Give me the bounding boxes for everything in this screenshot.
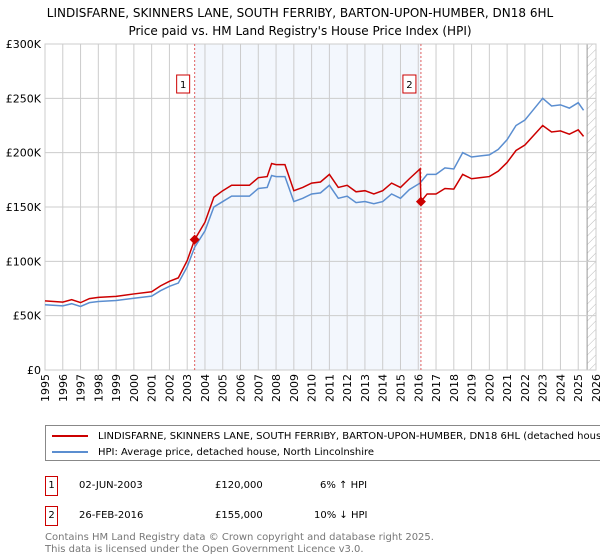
y-tick-label: £0 <box>27 364 41 377</box>
red-line-swatch <box>52 435 88 437</box>
y-tick-label: £100K <box>6 255 42 268</box>
legend-item-hpi: HPI: Average price, detached house, Nort… <box>46 444 374 460</box>
x-tick-label: 2009 <box>288 374 301 402</box>
x-tick-label: 2001 <box>146 374 159 402</box>
x-tick-label: 2006 <box>235 374 248 402</box>
transaction-price: £120,000 <box>215 480 263 491</box>
x-tick-label: 2005 <box>217 374 230 402</box>
x-tick-label: 2024 <box>554 374 567 402</box>
x-tick-label: 2020 <box>483 374 496 402</box>
transaction-hpi: 10% ↓ HPI <box>314 510 368 521</box>
annotation-label: 2 <box>406 80 412 91</box>
x-tick-label: 2025 <box>572 374 585 402</box>
x-tick-label: 2026 <box>590 374 600 402</box>
annotation-label: 1 <box>180 80 186 91</box>
x-tick-label: 2019 <box>466 374 479 402</box>
x-tick-label: 2021 <box>501 374 514 402</box>
sale-point <box>189 234 200 245</box>
y-tick-label: £200K <box>6 147 42 160</box>
transaction-marker: 2 <box>45 506 58 526</box>
x-tick-label: 2008 <box>270 374 283 402</box>
x-tick-label: 1996 <box>57 374 70 402</box>
plot-frame <box>44 43 597 371</box>
annotation-box <box>176 74 191 94</box>
transaction-date: 26-FEB-2016 <box>79 510 144 521</box>
y-tick-label: £150K <box>6 201 42 214</box>
x-tick-label: 2007 <box>252 374 265 402</box>
y-tick-label: £250K <box>6 92 42 105</box>
chart-subtitle: Price paid vs. HM Land Registry's House … <box>128 24 471 38</box>
y-tick-label: £50K <box>13 310 42 323</box>
legend: LINDISFARNE, SKINNERS LANE, SOUTH FERRIB… <box>45 425 600 461</box>
hpi-line <box>44 97 585 308</box>
x-tick-label: 2011 <box>323 374 336 402</box>
x-tick-label: 2023 <box>537 374 550 402</box>
legend-label-property: LINDISFARNE, SKINNERS LANE, SOUTH FERRIB… <box>98 430 600 442</box>
x-tick-label: 2018 <box>448 374 461 402</box>
x-tick-label: 2015 <box>394 374 407 402</box>
price-chart: LINDISFARNE, SKINNERS LANE, SOUTH FERRIB… <box>6 6 600 402</box>
transaction-date: 02-JUN-2003 <box>79 480 143 491</box>
footer-copyright: Contains HM Land Registry data © Crown c… <box>45 532 434 543</box>
x-tick-label: 1997 <box>75 374 88 402</box>
legend-label-hpi: HPI: Average price, detached house, Nort… <box>98 446 375 458</box>
x-tick-label: 2017 <box>430 374 443 402</box>
transaction-price: £155,000 <box>215 510 263 521</box>
blue-line-swatch <box>52 451 88 453</box>
x-tick-label: 2002 <box>163 374 176 402</box>
chart-title: LINDISFARNE, SKINNERS LANE, SOUTH FERRIB… <box>47 6 554 20</box>
x-tick-label: 2000 <box>128 374 141 402</box>
x-tick-label: 2022 <box>519 374 532 402</box>
transaction-hpi: 6% ↑ HPI <box>320 480 368 491</box>
x-tick-label: 2014 <box>377 374 390 402</box>
x-tick-label: 2012 <box>341 374 354 402</box>
footer: Contains HM Land Registry data © Crown c… <box>45 532 434 556</box>
x-tick-label: 2010 <box>306 374 319 402</box>
x-tick-label: 1998 <box>92 374 105 402</box>
x-tick-label: 1995 <box>39 374 52 402</box>
x-tick-label: 1999 <box>110 374 123 402</box>
x-tick-label: 2013 <box>359 374 372 402</box>
property-price-line <box>44 124 585 304</box>
transaction-marker: 1 <box>45 476 58 496</box>
sale-point <box>415 196 426 207</box>
footer-licence: This data is licensed under the Open Gov… <box>45 544 364 555</box>
annotation-box <box>402 74 417 94</box>
x-tick-label: 2003 <box>181 374 194 402</box>
x-tick-label: 2016 <box>412 374 425 402</box>
legend-item-property: LINDISFARNE, SKINNERS LANE, SOUTH FERRIB… <box>46 428 600 444</box>
x-tick-label: 2004 <box>199 374 212 402</box>
y-tick-label: £300K <box>6 38 42 51</box>
